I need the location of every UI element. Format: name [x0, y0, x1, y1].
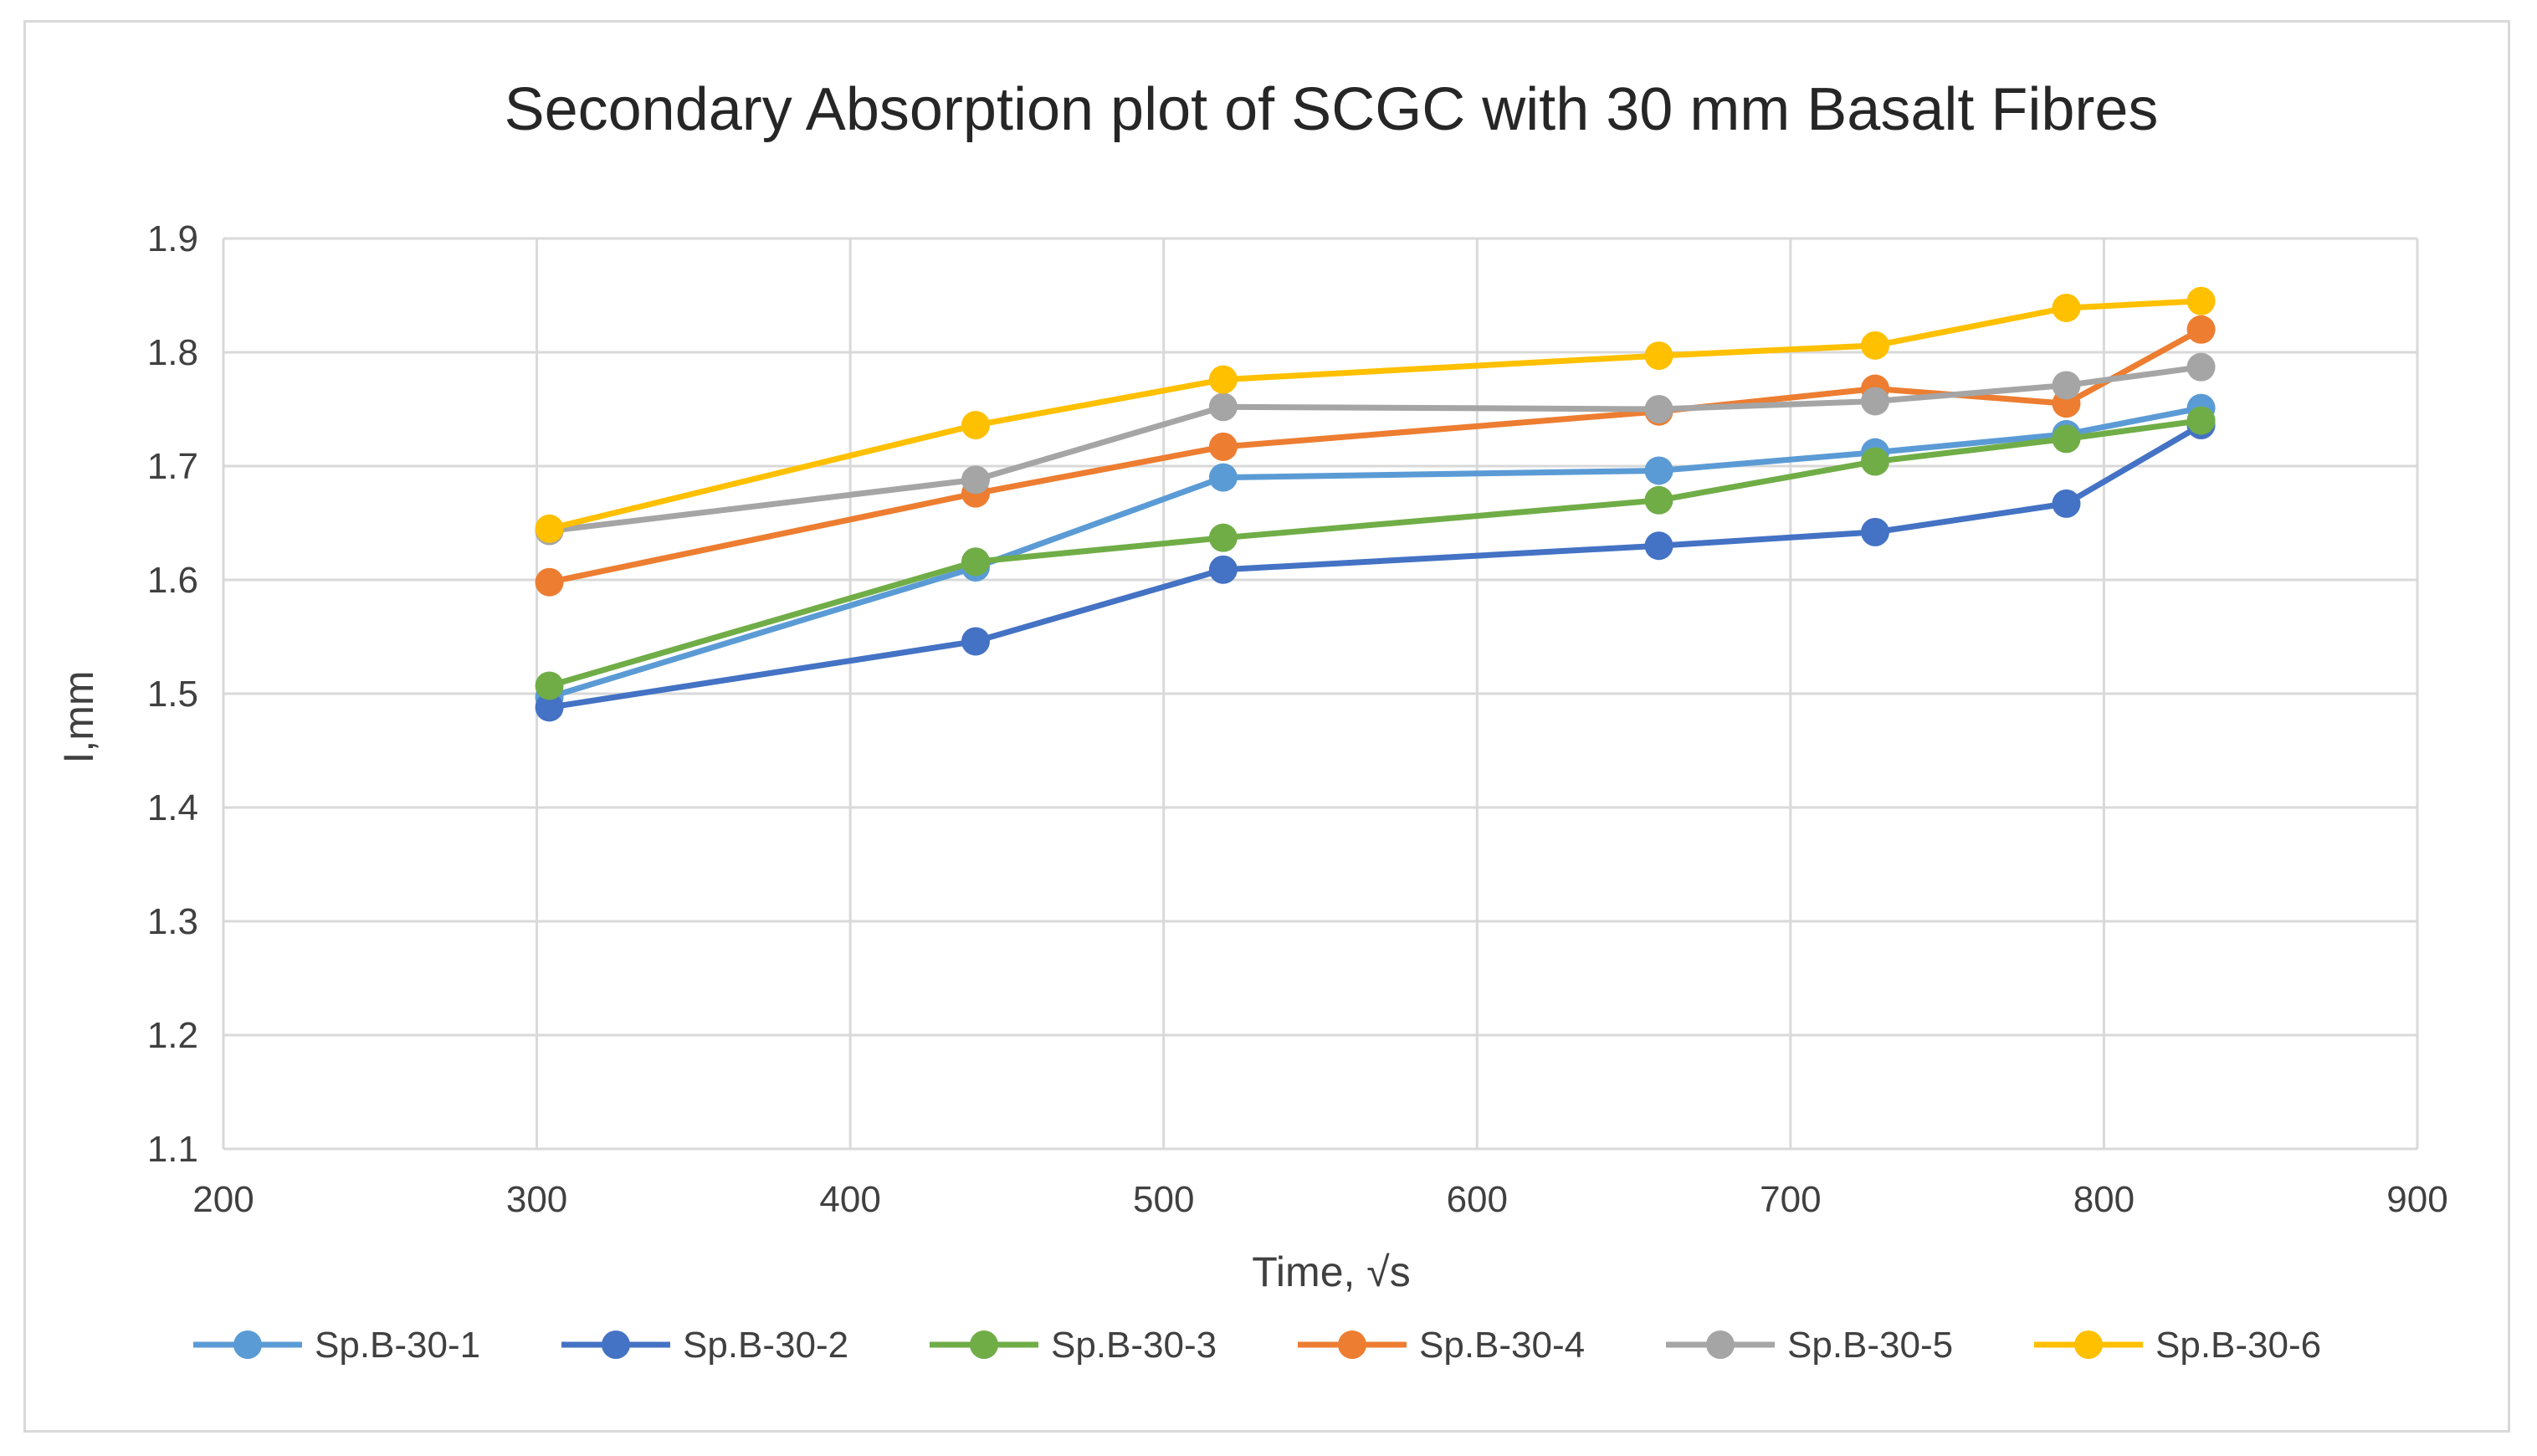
legend-item: Sp.B-30-1	[193, 1325, 480, 1366]
legend-label: Sp.B-30-3	[1051, 1325, 1217, 1366]
data-point	[1644, 395, 1673, 423]
data-point	[2052, 293, 2081, 322]
data-point	[2052, 371, 2081, 400]
data-point	[1208, 432, 1238, 461]
data-point	[1860, 517, 1889, 546]
series-Sp.B-30-2	[535, 411, 2216, 722]
data-point	[2052, 489, 2081, 518]
legend-swatch-marker	[602, 1330, 630, 1359]
data-point	[2186, 286, 2216, 315]
series-lines	[535, 286, 2216, 722]
x-tick-label: 900	[2386, 1179, 2447, 1220]
series-line	[549, 364, 2202, 534]
data-point	[535, 567, 564, 597]
data-point	[961, 465, 990, 495]
legend-swatch-marker	[233, 1330, 262, 1359]
data-point	[2186, 406, 2216, 435]
data-point	[1208, 392, 1238, 422]
data-point	[961, 411, 990, 440]
y-tick-label: 1.4	[147, 787, 198, 828]
data-point	[1208, 523, 1238, 552]
x-tick-label: 200	[192, 1179, 254, 1220]
legend-swatch-marker	[1706, 1330, 1735, 1359]
x-tick-label: 800	[2073, 1179, 2135, 1220]
y-tick-label: 1.3	[147, 901, 198, 942]
data-point	[535, 514, 564, 543]
legend-item: Sp.B-30-6	[2034, 1325, 2321, 1366]
series-Sp.B-30-4	[535, 315, 2216, 597]
y-tick-label: 1.1	[147, 1129, 198, 1170]
data-point	[1860, 331, 1889, 360]
data-point	[535, 671, 564, 700]
legend-label: Sp.B-30-6	[2155, 1325, 2321, 1366]
data-point	[2186, 352, 2216, 382]
y-tick-label: 1.6	[147, 560, 198, 601]
series-Sp.B-30-3	[535, 406, 2216, 700]
legend-item: Sp.B-30-3	[930, 1325, 1217, 1366]
legend-item: Sp.B-30-2	[561, 1325, 848, 1366]
legend-label: Sp.B-30-4	[1419, 1325, 1585, 1366]
x-tick-label: 700	[1760, 1179, 1821, 1220]
legend-swatch-marker	[970, 1330, 998, 1359]
data-point	[2052, 424, 2081, 454]
legend-swatch-marker	[1338, 1330, 1366, 1359]
y-tick-label: 1.9	[147, 218, 198, 259]
legend-label: Sp.B-30-1	[315, 1325, 480, 1366]
legend-swatch-marker	[2074, 1330, 2103, 1359]
legend-label: Sp.B-30-5	[1787, 1325, 1953, 1366]
legend-item: Sp.B-30-5	[1666, 1325, 1953, 1366]
legend-item: Sp.B-30-4	[1298, 1325, 1585, 1366]
series-Sp.B-30-6	[535, 286, 2216, 543]
data-point	[1644, 456, 1673, 485]
y-tick-label: 1.8	[147, 332, 198, 373]
x-tick-label: 600	[1447, 1179, 1508, 1220]
chart-frame: Secondary Absorption plot of SCGC with 3…	[23, 20, 2510, 1433]
y-tick-label: 1.5	[147, 674, 198, 715]
legend: Sp.B-30-1 Sp.B-30-2 Sp.B-30-3 Sp.B-30-4 Sp.B…	[193, 1325, 2321, 1366]
data-point	[1644, 485, 1673, 515]
x-tick-label: 300	[506, 1179, 567, 1220]
series-Sp.B-30-1	[535, 393, 2216, 712]
y-tick-label: 1.7	[147, 446, 198, 487]
data-point	[1208, 365, 1238, 394]
data-point	[2186, 315, 2216, 344]
series-line	[548, 326, 2203, 586]
data-point	[1208, 555, 1238, 584]
y-axis-title: I,mm	[55, 670, 102, 763]
x-axis-title: Time, √s	[1252, 1248, 1410, 1295]
gridlines	[222, 237, 2419, 1151]
legend-label: Sp.B-30-2	[683, 1325, 848, 1366]
data-point	[1644, 341, 1673, 371]
data-point	[1860, 387, 1889, 416]
line-chart: Secondary Absorption plot of SCGC with 3…	[55, 76, 2448, 1366]
axis-ticks: 1.1 1.2 1.3 1.4 1.5 1.6 1.7 1.8 1.9 200 300 400 500 6…	[147, 218, 2448, 1220]
chart-title: Secondary Absorption plot of SCGC with 3…	[505, 76, 2159, 143]
series-line	[548, 298, 2201, 532]
data-point	[1860, 447, 1889, 476]
y-tick-label: 1.2	[147, 1015, 198, 1056]
data-point	[961, 547, 990, 577]
x-tick-label: 400	[819, 1179, 880, 1220]
x-tick-label: 500	[1133, 1179, 1194, 1220]
series-line	[548, 418, 2202, 689]
data-point	[1208, 463, 1238, 492]
data-point	[961, 627, 990, 656]
data-point	[1644, 531, 1673, 561]
data-point	[535, 693, 564, 722]
